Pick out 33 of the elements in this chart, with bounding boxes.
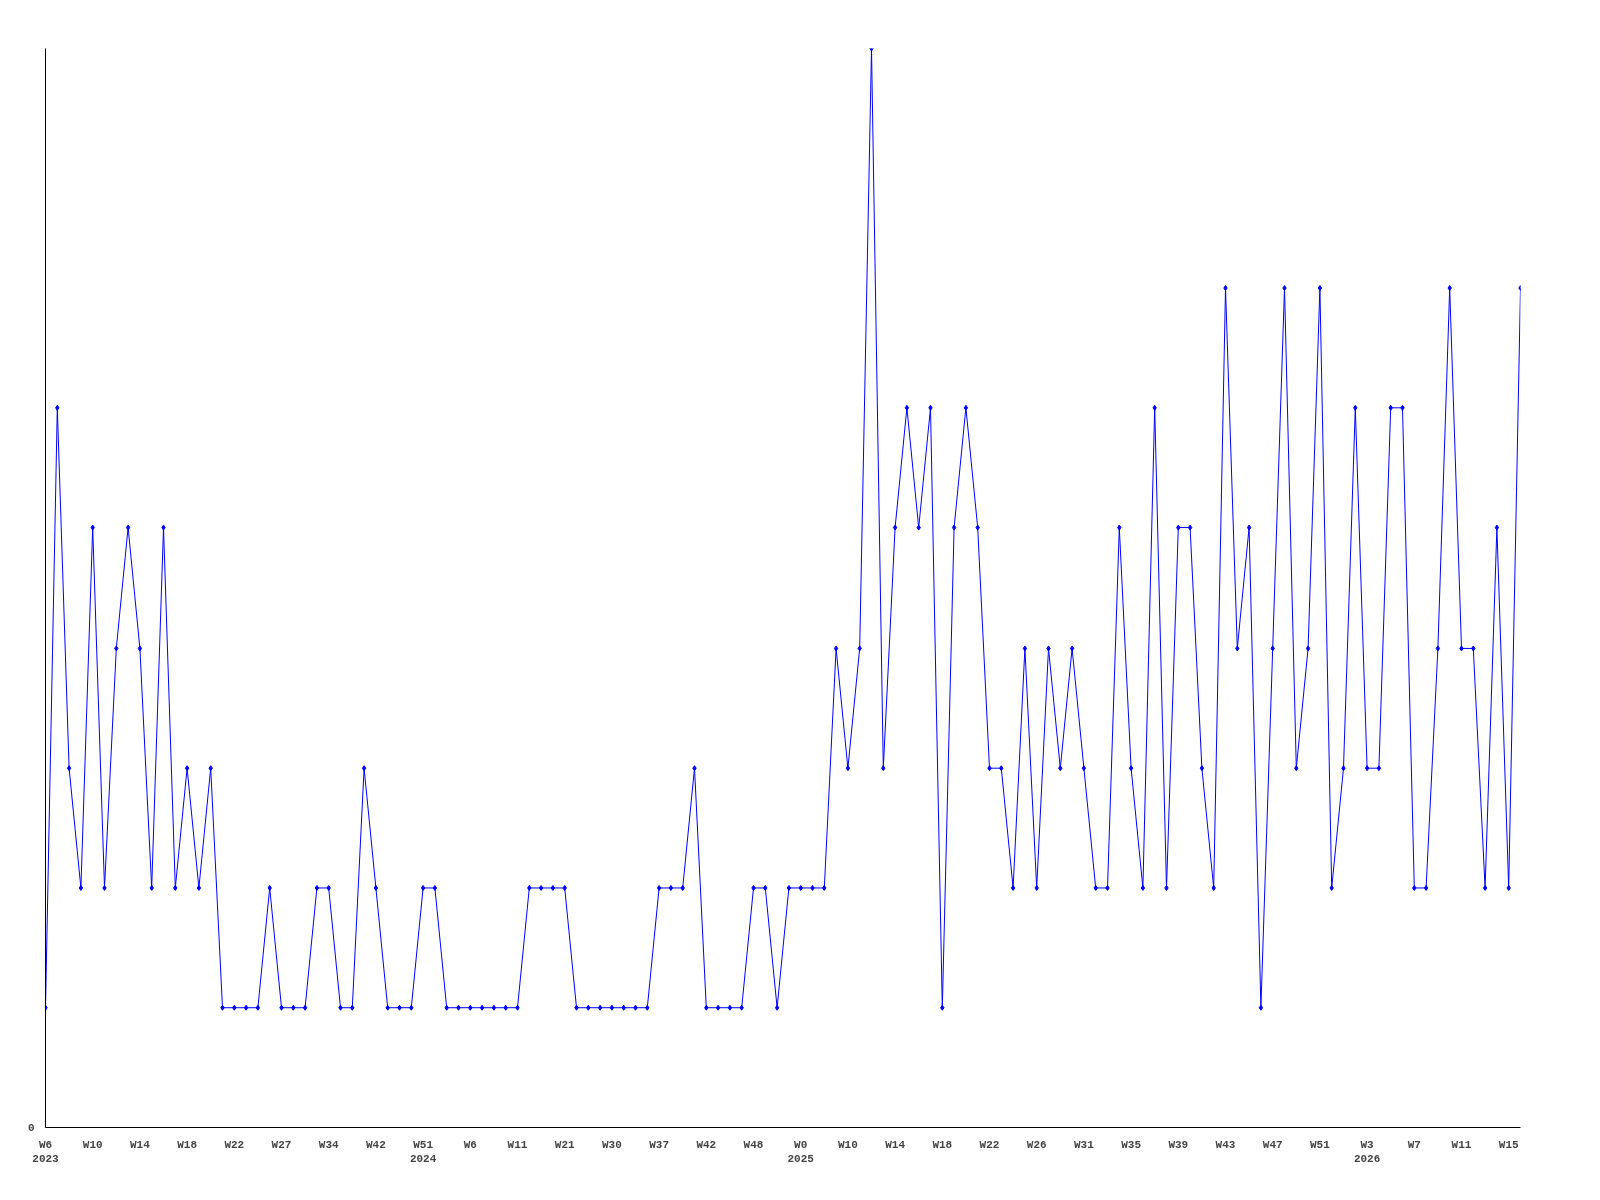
x-tick-label: W6 [463,1138,477,1151]
x-tick-label: W30 [602,1138,622,1151]
x-tick-label: W21 [554,1138,575,1151]
x-tick-label: W51 [1310,1138,1331,1151]
x-tick-label: W3 2026 [1353,1138,1381,1165]
x-tick-label: W26 [1026,1138,1047,1151]
x-tick-label: W47 [1262,1138,1283,1151]
x-tick-label: W43 [1215,1138,1236,1151]
x-tick-label: W15 [1498,1138,1519,1151]
x-tick-label: W48 [743,1138,764,1151]
x-tick-label: W27 [271,1138,292,1151]
x-tick-label: W35 [1121,1138,1142,1151]
x-tick-label: W31 [1074,1138,1095,1151]
x-tick-label: W22 [224,1138,245,1151]
x-tick-label: W6 2023 [32,1138,60,1165]
x-tick-label: W18 [932,1138,953,1151]
x-tick-label: W10 [838,1138,858,1151]
x-tick-label: W14 [130,1138,151,1151]
x-tick-label: W18 [177,1138,198,1151]
x-tick-label: W42 [366,1138,386,1151]
x-tick-label: W11 [1451,1138,1472,1151]
x-tick-label: W42 [696,1138,717,1151]
x-tick-label: W11 [507,1138,528,1151]
x-tick-label: W39 [1168,1138,1189,1151]
x-tick-label: W10 [82,1138,103,1151]
x-tick-label: W51 2024 [409,1138,437,1165]
x-tick-label: W34 [318,1138,339,1151]
x-tick-label: W0 2025 [787,1138,815,1165]
x-tick-label: W14 [885,1138,906,1151]
text: 0 [27,1122,35,1134]
x-tick-label: W37 [649,1138,670,1151]
x-tick-label: W22 [979,1138,1000,1151]
x-tick-label: W7 [1407,1138,1421,1151]
